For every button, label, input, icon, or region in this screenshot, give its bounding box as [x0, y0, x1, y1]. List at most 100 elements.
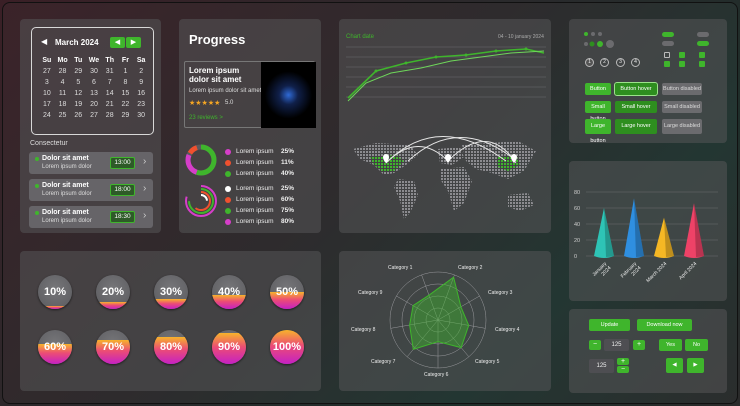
calendar-day[interactable]: 7: [107, 79, 112, 86]
calendar-day[interactable]: 4: [60, 79, 65, 86]
legend-value: 25%: [281, 148, 295, 155]
download-now-button[interactable]: Download now: [637, 319, 692, 331]
toggle-switch[interactable]: [662, 32, 674, 37]
prev-month-icon[interactable]: ◀: [41, 37, 48, 46]
dial-percentage-label: 60%: [43, 341, 67, 353]
calendar-day[interactable]: 23: [137, 101, 146, 108]
yes-button[interactable]: Yes: [659, 339, 682, 351]
button[interactable]: Large button: [585, 119, 611, 144]
checkbox[interactable]: [664, 61, 670, 67]
schedule-time-badge[interactable]: 13:00: [110, 157, 135, 169]
calendar-day[interactable]: 6: [92, 79, 96, 86]
calendar-day[interactable]: 29: [74, 68, 83, 75]
calendar-day[interactable]: 9: [139, 79, 144, 86]
calendar-day[interactable]: 14: [105, 90, 114, 97]
calendar-day[interactable]: 3: [44, 79, 49, 86]
schedule-item[interactable]: Dolor sit amet Lorem ipsum dolor 13:00 ›: [29, 152, 153, 174]
calendar-day[interactable]: 11: [58, 90, 67, 97]
calendar-prev-button[interactable]: ◀: [110, 37, 125, 48]
pagination-button[interactable]: 1: [585, 58, 594, 67]
stepper-value[interactable]: 125: [604, 339, 629, 351]
calendar-day[interactable]: 17: [42, 101, 51, 108]
schedule-item[interactable]: Dolor sit amet Lorem ipsum dolor 18:00 ›: [29, 179, 153, 201]
spinner-plus-button[interactable]: +: [617, 358, 629, 365]
calendar-day[interactable]: 1: [123, 68, 128, 75]
checkbox[interactable]: [699, 61, 705, 67]
calendar-day[interactable]: 29: [121, 112, 130, 119]
stepper-minus-button[interactable]: −: [589, 340, 601, 350]
stepper-plus-button[interactable]: +: [633, 340, 645, 350]
card-reviews-link[interactable]: 23 reviews >: [189, 115, 223, 121]
schedule-time-badge[interactable]: 18:30: [110, 211, 135, 223]
calendar-day[interactable]: 5: [76, 79, 81, 86]
chevron-right-icon[interactable]: ›: [143, 183, 147, 194]
calendar-day[interactable]: 20: [90, 101, 98, 108]
calendar-day[interactable]: 25: [58, 112, 67, 119]
spinner-minus-button[interactable]: −: [617, 366, 629, 373]
button-hover[interactable]: Small hover: [615, 101, 657, 113]
dial-fill: [154, 336, 188, 364]
calendar-day[interactable]: 27: [90, 112, 98, 119]
checkbox[interactable]: [664, 52, 670, 58]
calendar-day[interactable]: 15: [121, 90, 130, 97]
calendar-day[interactable]: 28: [105, 112, 114, 119]
map-europe: [438, 147, 464, 165]
pagination-button[interactable]: 4: [631, 58, 640, 67]
checkbox[interactable]: [679, 61, 685, 67]
dial-fill: [270, 292, 304, 309]
calendar-day[interactable]: 18: [58, 101, 67, 108]
radar-axis: [437, 274, 455, 321]
line-chart-date: 04 - 10 january 2024: [498, 34, 544, 40]
toggle-switch[interactable]: [662, 41, 674, 46]
flight-arc: [407, 137, 515, 162]
dial-percentage-label: 90%: [217, 341, 241, 353]
checkbox[interactable]: [679, 52, 685, 58]
calendar-day[interactable]: 27: [42, 68, 51, 75]
calendar-next-button[interactable]: ▶: [126, 37, 141, 48]
prev-button[interactable]: ◀: [666, 358, 683, 373]
checkbox[interactable]: [699, 52, 705, 58]
calendar-day[interactable]: 21: [105, 101, 114, 108]
next-button[interactable]: ▶: [687, 358, 704, 373]
calendar-day[interactable]: 30: [137, 112, 146, 119]
chevron-right-icon[interactable]: ›: [143, 156, 147, 167]
loading-dot: [591, 32, 595, 36]
product-card[interactable]: Lorem ipsum dolor sit amet Lorem ipsum d…: [184, 61, 316, 128]
calendar-day[interactable]: 10: [42, 90, 51, 97]
button-hover[interactable]: Large hover: [615, 119, 657, 134]
percentage-dial: 60%: [38, 330, 72, 364]
calendar-day[interactable]: 28: [58, 68, 67, 75]
radar-area: [409, 276, 470, 351]
legend-row: Lorem ipsum 75%: [225, 205, 294, 216]
pagination-button[interactable]: 3: [616, 58, 625, 67]
no-button[interactable]: No: [685, 339, 708, 351]
schedule-time-badge[interactable]: 18:00: [110, 184, 135, 196]
chevron-right-icon[interactable]: ›: [143, 210, 147, 221]
calendar-day[interactable]: 30: [90, 68, 98, 75]
calendar-day[interactable]: 24: [42, 112, 51, 119]
loading-dot: [584, 42, 588, 46]
calendar-day[interactable]: 19: [74, 101, 83, 108]
button[interactable]: Button: [585, 83, 611, 95]
button[interactable]: Small button: [585, 101, 611, 122]
button-disabled: Large disabled: [662, 119, 702, 134]
spinner-value[interactable]: 125: [589, 359, 614, 373]
calendar-day[interactable]: 26: [74, 112, 83, 119]
dial-percentage-label: 100%: [272, 341, 302, 353]
update-button[interactable]: Update: [589, 319, 630, 331]
map-pin-icon: [445, 154, 451, 163]
dial-percentage-label: 70%: [101, 341, 125, 353]
toggle-switch[interactable]: [697, 41, 709, 46]
pagination-button[interactable]: 2: [600, 58, 609, 67]
calendar-day[interactable]: 2: [139, 68, 144, 75]
toggle-switch[interactable]: [697, 32, 709, 37]
calendar-day[interactable]: 8: [123, 79, 128, 86]
calendar-day[interactable]: 12: [74, 90, 83, 97]
cone-shade: [604, 208, 614, 257]
calendar-day[interactable]: 22: [121, 101, 130, 108]
calendar-day[interactable]: 31: [105, 68, 114, 75]
calendar-day[interactable]: 13: [90, 90, 98, 97]
calendar-day[interactable]: 16: [137, 90, 146, 97]
button-hover[interactable]: Button hover: [614, 82, 658, 96]
schedule-item[interactable]: Dolor sit amet Lorem ipsum dolor 18:30 ›: [29, 206, 153, 228]
